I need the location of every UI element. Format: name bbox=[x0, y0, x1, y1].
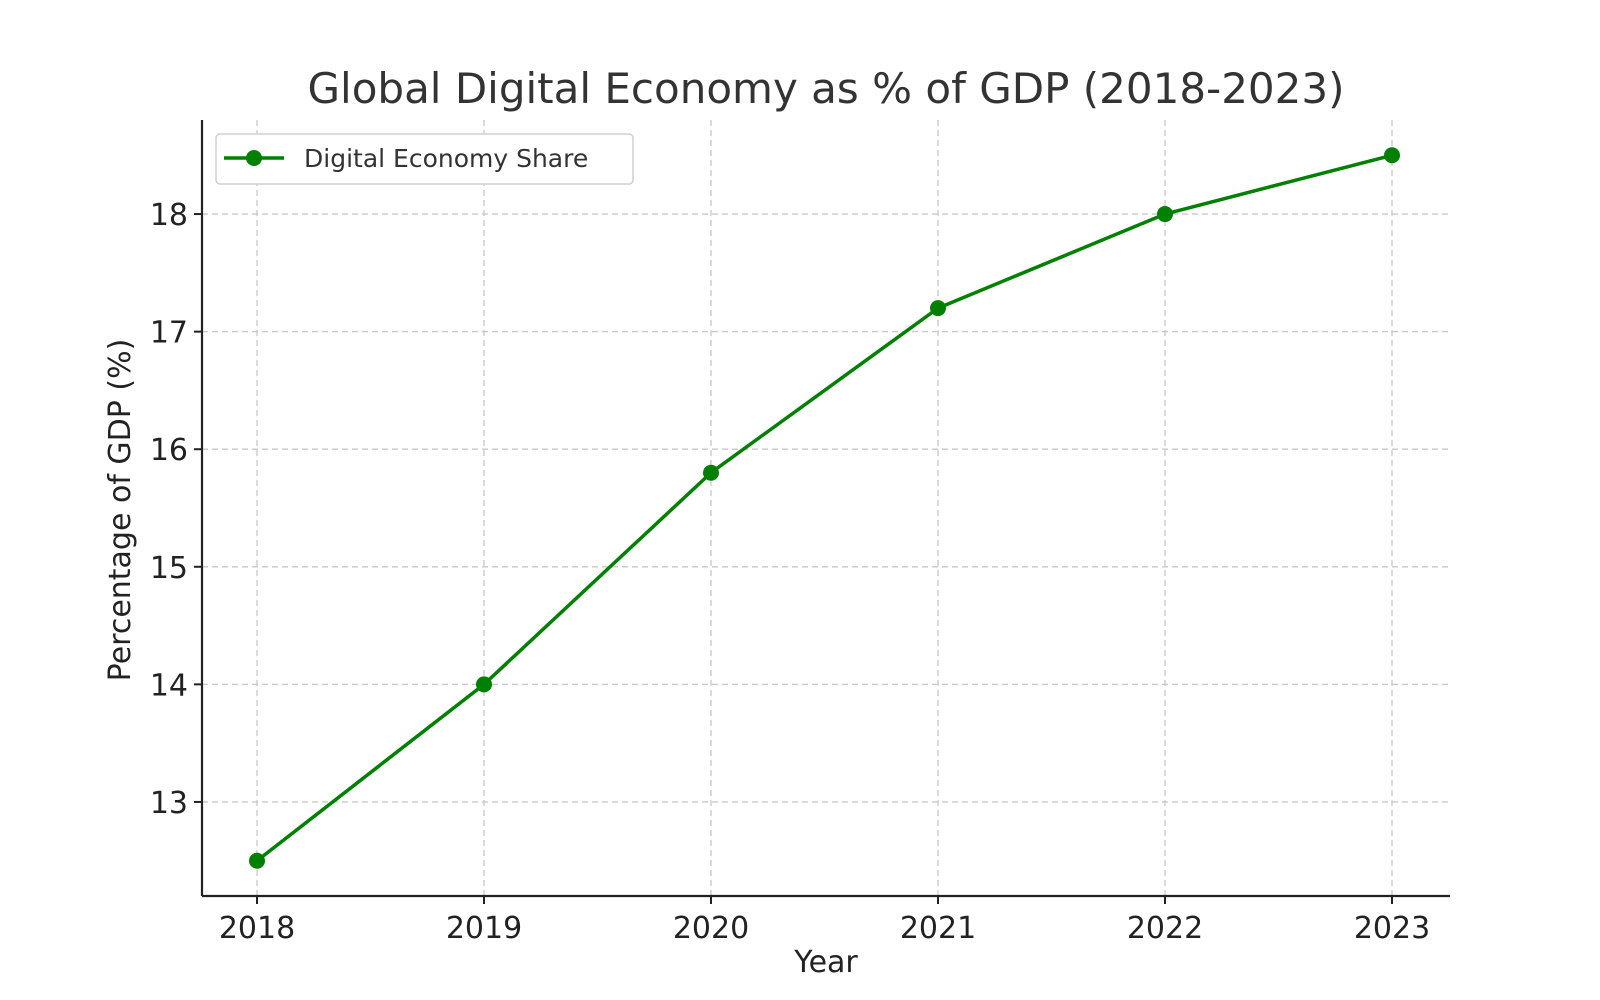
x-tick-label: 2020 bbox=[673, 911, 749, 946]
data-point bbox=[476, 676, 492, 693]
legend-marker-swatch bbox=[246, 150, 262, 166]
data-point bbox=[930, 300, 946, 317]
y-tick-label: 15 bbox=[150, 551, 188, 586]
x-tick-label: 2019 bbox=[446, 911, 522, 946]
legend-label: Digital Economy Share bbox=[304, 144, 588, 173]
y-axis-label: Percentage of GDP (%) bbox=[103, 339, 138, 682]
y-tick-label: 13 bbox=[150, 786, 188, 821]
x-tick-label: 2021 bbox=[900, 911, 976, 946]
y-tick-label: 18 bbox=[150, 198, 188, 233]
legend: Digital Economy Share bbox=[215, 133, 634, 185]
chart-title: Global Digital Economy as % of GDP (2018… bbox=[308, 64, 1345, 113]
data-point bbox=[249, 852, 265, 869]
series-line bbox=[255, 153, 1394, 863]
grid-lines bbox=[202, 120, 1450, 896]
data-point bbox=[703, 464, 719, 481]
x-tick-label: 2023 bbox=[1354, 911, 1430, 946]
x-axis-label: Year bbox=[793, 945, 858, 980]
series-layer bbox=[249, 147, 1400, 869]
y-tick-label: 16 bbox=[150, 433, 188, 468]
tick-labels: 2018 2019 2020 2021 2022 2023 13 14 15 16 17 18 bbox=[150, 198, 1430, 946]
legend-box bbox=[215, 133, 634, 185]
y-tick-label: 17 bbox=[150, 316, 188, 351]
x-tick-label: 2018 bbox=[219, 911, 295, 946]
x-tick-label: 2022 bbox=[1127, 911, 1203, 946]
data-point bbox=[1384, 147, 1400, 164]
data-point bbox=[1157, 206, 1173, 223]
axes bbox=[194, 120, 1450, 904]
y-tick-label: 14 bbox=[150, 668, 188, 703]
